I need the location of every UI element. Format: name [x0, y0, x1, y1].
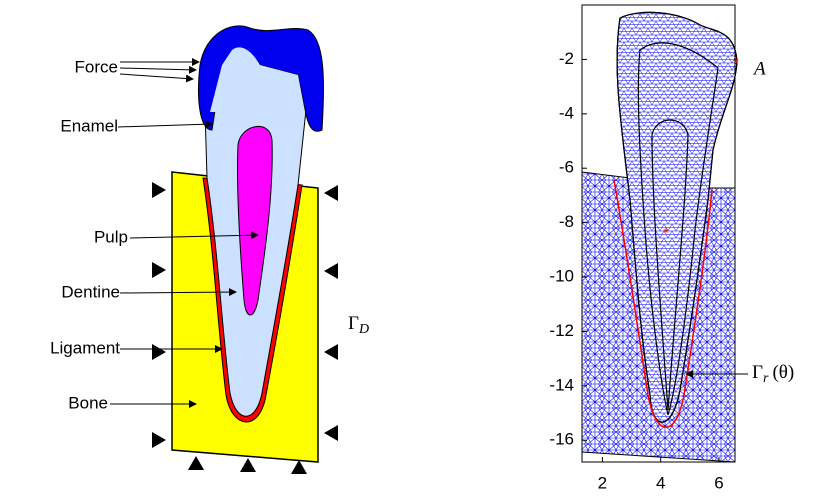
- pulp: [236, 125, 273, 316]
- y-tick-label: -2: [559, 49, 574, 68]
- subscript: r: [763, 371, 769, 386]
- y-tick-label: -10: [549, 267, 574, 286]
- axes-frame: [581, 4, 736, 463]
- ligament-curve: [613, 179, 713, 428]
- dentine-crown: [210, 47, 305, 112]
- label: Pulp: [94, 227, 128, 246]
- curve-label: Γr (θ): [752, 362, 794, 386]
- label: Enamel: [60, 116, 118, 135]
- pulp-boundary: [651, 119, 689, 411]
- point-marker: *: [663, 225, 669, 241]
- point-label: A: [752, 58, 766, 79]
- argument: (θ): [772, 362, 794, 383]
- ticks: 2 4 6 -2 -4 -6 -8 -10 -12 -14 -16: [549, 49, 723, 493]
- y-tick-label: -14: [549, 375, 574, 394]
- boundary-label: ΓD: [348, 313, 369, 337]
- label: Force: [75, 57, 118, 76]
- tooth-mesh-fill: [616, 11, 738, 423]
- point-marker: *: [733, 55, 739, 71]
- y-tick-label: -8: [559, 212, 574, 231]
- y-tick-label: -12: [549, 321, 574, 340]
- label: Dentine: [61, 282, 120, 301]
- symbol: Γ: [752, 362, 763, 383]
- x-tick-label: 6: [714, 473, 723, 492]
- dentine-boundary: [637, 42, 719, 416]
- tooth-diagram: Force Enamel Pulp Dentine Ligament Bone …: [50, 25, 369, 474]
- symbol: Γ: [348, 313, 359, 334]
- label-arrows: [110, 58, 259, 408]
- supports: [152, 182, 338, 474]
- y-tick-label: -4: [559, 103, 574, 122]
- subscript: D: [358, 322, 369, 337]
- x-tick-label: 2: [598, 473, 607, 492]
- label: Ligament: [50, 338, 120, 357]
- y-tick-label: -16: [549, 430, 574, 449]
- x-tick-label: 4: [656, 473, 665, 492]
- mesh-plot: * * A Γr (θ) 2 4 6 -2 -4 -6 -8 -10 -12 -14 -16: [549, 4, 794, 493]
- label: Bone: [68, 393, 108, 412]
- y-tick-label: -6: [559, 158, 574, 177]
